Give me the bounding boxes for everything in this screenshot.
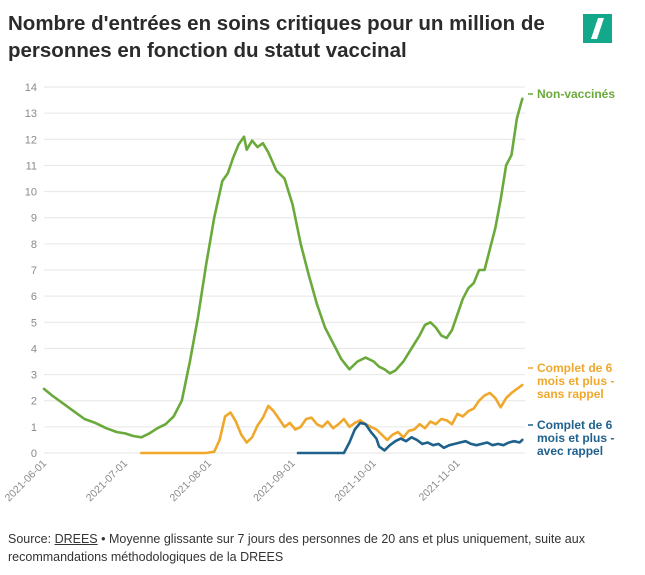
y-tick-label: 2 bbox=[31, 396, 37, 408]
x-tick-label: 2021-08-01 bbox=[167, 458, 214, 505]
series-label-3: mois et plus - bbox=[537, 431, 614, 445]
y-tick-label: 3 bbox=[31, 370, 37, 382]
x-axis-ticks: 2021-06-01 2021-07-01 2021-08-01 2021-09-01… bbox=[3, 458, 463, 505]
source-link-drees[interactable]: DREES bbox=[54, 532, 98, 546]
gridlines bbox=[44, 86, 525, 454]
y-tick-label: 9 bbox=[31, 213, 37, 225]
x-tick-label: 2021-06-01 bbox=[3, 458, 50, 505]
series-line-1 bbox=[42, 97, 524, 439]
series-label-2: Complet de 6 bbox=[537, 361, 613, 375]
y-tick-label: 1 bbox=[31, 422, 37, 434]
y-tick-label: 5 bbox=[31, 317, 37, 329]
x-tick-label: 2021-07-01 bbox=[84, 458, 131, 505]
x-tick-label: 2021-11-01 bbox=[417, 458, 463, 504]
series-label-3: avec rappel bbox=[537, 444, 603, 458]
source-text: • Moyenne glissante sur 7 jours des pers… bbox=[8, 532, 585, 564]
y-tick-label: 4 bbox=[31, 343, 37, 355]
series-label-2: sans rappel bbox=[537, 387, 604, 401]
x-tick-label: 2021-09-01 bbox=[251, 458, 298, 505]
chart-title: Nombre d'entrées en soins critiques pour… bbox=[8, 12, 545, 62]
series-label-1: Non-vaccinés bbox=[537, 87, 615, 101]
y-tick-label: 11 bbox=[26, 160, 37, 172]
series-label-2: mois et plus - bbox=[537, 374, 614, 388]
source-note: Source: DREES • Moyenne glissante sur 7 … bbox=[8, 530, 638, 566]
series-label-3: Complet de 6 bbox=[537, 418, 613, 432]
y-tick-label: 12 bbox=[25, 134, 37, 146]
y-tick-label: 8 bbox=[31, 239, 37, 251]
series-line-3 bbox=[296, 421, 524, 455]
y-tick-label: 6 bbox=[31, 291, 37, 303]
y-tick-label: 0 bbox=[31, 448, 37, 460]
y-tick-label: 10 bbox=[25, 187, 37, 199]
x-tick-label: 2021-10-01 bbox=[332, 458, 379, 505]
y-tick-label: 14 bbox=[25, 82, 37, 94]
logo-slash-icon bbox=[591, 18, 604, 39]
series-lines bbox=[42, 97, 524, 455]
y-tick-label: 13 bbox=[25, 108, 37, 120]
huffpost-logo bbox=[583, 14, 612, 43]
source-prefix: Source: bbox=[8, 532, 55, 546]
series-line-2 bbox=[140, 383, 524, 455]
y-tick-label: 7 bbox=[31, 265, 37, 277]
